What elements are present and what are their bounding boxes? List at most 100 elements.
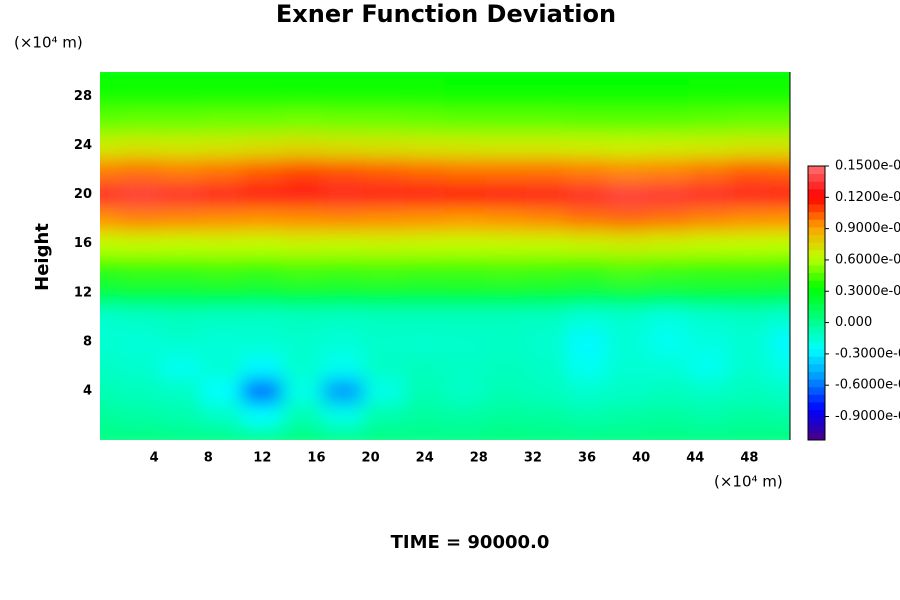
contour-cell — [606, 230, 649, 257]
contour-cell — [363, 280, 405, 306]
contour-cell — [566, 230, 608, 257]
contour-cell — [363, 402, 405, 429]
colorbar-swatch — [808, 234, 825, 243]
contour-cell — [363, 83, 405, 110]
contour-cell — [119, 427, 162, 440]
contour-cell — [282, 108, 324, 134]
contour-cell — [525, 132, 568, 159]
contour-cell — [444, 427, 487, 440]
colorbar-swatch — [808, 287, 825, 296]
contour-cell — [100, 402, 121, 429]
colorbar-swatch — [808, 257, 825, 266]
contour-cell — [119, 280, 162, 306]
colorbar-swatch — [808, 166, 825, 175]
contour-cell — [160, 230, 202, 257]
contour-cell — [728, 329, 771, 355]
contour-cell — [160, 157, 202, 183]
contour-cell — [160, 206, 202, 232]
contour-cell — [566, 157, 608, 183]
contour-cell — [282, 402, 324, 429]
contour-cell — [688, 280, 730, 306]
contour-cell — [606, 108, 649, 134]
contour-cell — [728, 280, 771, 306]
contour-cell — [403, 353, 446, 380]
contour-cell — [525, 230, 568, 257]
contour-cell — [100, 72, 121, 85]
contour-cell — [119, 230, 162, 257]
contour-cell — [647, 181, 690, 208]
contour-cell — [322, 427, 365, 440]
contour-cell — [363, 329, 405, 355]
contour-cell — [100, 132, 121, 159]
contour-cell — [160, 255, 202, 282]
contour-cell — [688, 181, 730, 208]
contour-cell — [485, 304, 527, 331]
contour-cell — [119, 181, 162, 208]
contour-cell — [282, 304, 324, 331]
contour-cell — [200, 83, 243, 110]
contour-cell — [200, 181, 243, 208]
contour-cell — [322, 255, 365, 282]
contour-cell — [647, 378, 690, 404]
contour-cell — [200, 206, 243, 232]
colorbar-tick-label: -0.3000e-0 — [835, 346, 900, 361]
contour-cell — [100, 353, 121, 380]
contour-cell — [769, 280, 790, 306]
contour-cell — [525, 329, 568, 355]
colorbar-tick-label: -0.9000e-0 — [835, 409, 900, 424]
colorbar-swatch — [808, 341, 825, 350]
x-unit-label: (×10⁴ m) — [714, 473, 783, 491]
contour-cell — [485, 427, 527, 440]
contour-cell — [403, 72, 446, 85]
contour-cell — [241, 304, 284, 331]
contour-cell — [769, 206, 790, 232]
contour-cell — [444, 108, 487, 134]
contour-cell — [606, 304, 649, 331]
contour-cell — [688, 132, 730, 159]
contour-cell — [403, 181, 446, 208]
contour-cell — [525, 304, 568, 331]
colorbar-swatch — [808, 356, 825, 365]
contour-cell — [566, 181, 608, 208]
colorbar-swatch — [808, 401, 825, 411]
colorbar-swatch — [808, 272, 825, 281]
contour-cell — [606, 353, 649, 380]
contour-cell — [100, 255, 121, 282]
contour-cell — [119, 108, 162, 134]
contour-cell — [525, 402, 568, 429]
contour-cell — [525, 353, 568, 380]
y-tick-label: 8 — [83, 334, 92, 349]
colorbar-tick-label: 0.000 — [835, 315, 872, 330]
x-tick-label: 40 — [632, 451, 650, 466]
contour-cell — [282, 329, 324, 355]
contour-cell — [160, 329, 202, 355]
colorbar-tick-label: 0.3000e-0 — [835, 284, 900, 299]
contour-cell — [119, 402, 162, 429]
x-tick-label: 20 — [362, 451, 380, 466]
contour-cell — [200, 72, 243, 85]
colorbar-tick-label: 0.6000e-0 — [835, 252, 900, 267]
contour-cell — [566, 255, 608, 282]
contour-cell — [566, 329, 608, 355]
contour-cell — [119, 72, 162, 85]
contour-cell — [688, 329, 730, 355]
contour-cell — [403, 304, 446, 331]
contour-cell — [688, 427, 730, 440]
contour-cell — [566, 378, 608, 404]
contour-cell — [282, 132, 324, 159]
colorbar-swatch — [808, 303, 825, 312]
contour-cell — [100, 427, 121, 440]
contour-cell — [769, 157, 790, 183]
contour-cell — [566, 353, 608, 380]
colorbar-tick-label: -0.6000e-0 — [835, 378, 900, 393]
contour-cell — [485, 378, 527, 404]
contour-cell — [119, 353, 162, 380]
contour-cell — [322, 132, 365, 159]
colorbar-swatch — [808, 409, 825, 418]
contour-cell — [403, 402, 446, 429]
contour-cell — [647, 353, 690, 380]
contour-cell — [769, 304, 790, 331]
contour-cell — [769, 230, 790, 257]
